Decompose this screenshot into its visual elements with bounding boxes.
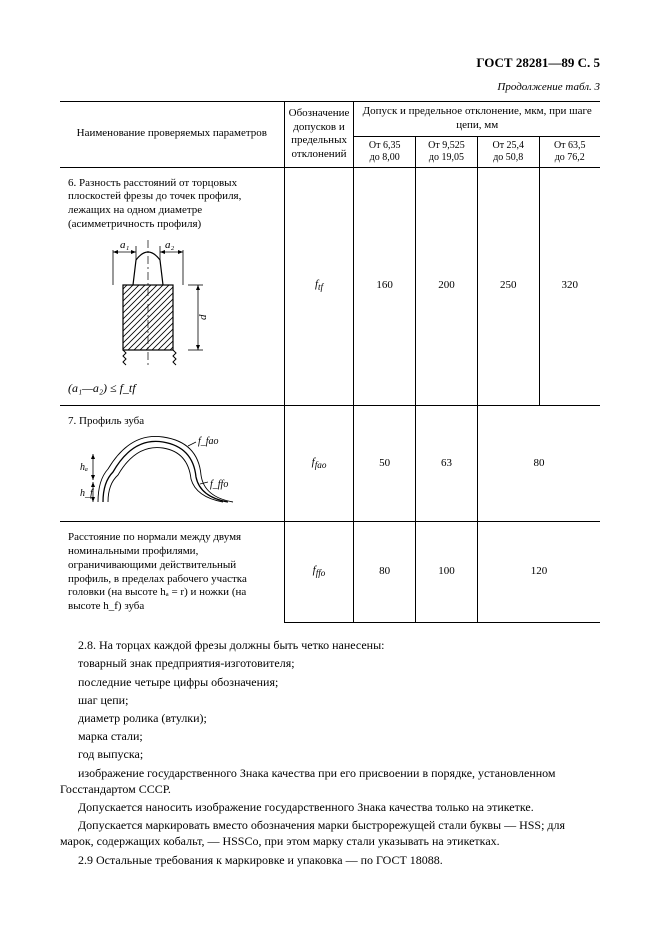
row6-v2: 200 <box>415 167 477 405</box>
svg-text:hₐ: hₐ <box>80 462 88 473</box>
row7b-symbol: fffo <box>284 522 354 623</box>
row7-title: 7. Профиль зуба <box>68 415 276 429</box>
tolerance-table: Наименование проверяемых параметров Обоз… <box>60 101 600 623</box>
row6-title: 6. Разность расстояний от торцовых плоск… <box>68 177 276 232</box>
svg-text:a₁: a₁ <box>120 240 130 251</box>
row7b-v2: 100 <box>415 522 477 623</box>
svg-text:h_f: h_f <box>80 488 94 499</box>
row6-v1: 160 <box>354 167 415 405</box>
p-item: год выпуска; <box>60 746 600 762</box>
table-row: 7. Профиль зуба hₐ <box>60 405 600 522</box>
row6-v4: 320 <box>539 167 600 405</box>
p-item: марка стали; <box>60 728 600 744</box>
p-note: Допускается наносить изображение государ… <box>60 799 600 815</box>
range-4: От 63,5до 76,2 <box>539 136 600 167</box>
row7b-v34: 120 <box>478 522 600 623</box>
row7b-v1: 80 <box>354 522 415 623</box>
row7a-v34: 80 <box>478 405 600 522</box>
col-header-param: Наименование проверяемых параметров <box>60 102 284 168</box>
page-header: ГОСТ 28281—89 С. 5 <box>60 55 600 71</box>
range-1: От 6,35до 8,00 <box>354 136 415 167</box>
range-3: От 25,4до 50,8 <box>478 136 539 167</box>
p-item: шаг цепи; <box>60 692 600 708</box>
col-header-tolerance: Допуск и предельное отклонение, мкм, при… <box>354 102 600 137</box>
svg-text:f_fao: f_fao <box>198 436 219 447</box>
row7-desc: Расстояние по нормали между двумя номина… <box>64 525 280 620</box>
row7a-v2: 63 <box>415 405 477 522</box>
tooth-profile-diagram-icon: hₐ h_f f_fao f_ffo <box>78 432 248 512</box>
p-item: диаметр ролика (втулки); <box>60 710 600 726</box>
svg-text:f_ffo: f_ffo <box>210 479 228 490</box>
table-row: 6. Разность расстояний от торцовых плоск… <box>60 167 600 405</box>
p-item: товарный знак предприятия-изготовителя; <box>60 655 600 671</box>
svg-text:a₂: a₂ <box>165 240 175 251</box>
range-2: От 9,525до 19,05 <box>415 136 477 167</box>
row6-v3: 250 <box>478 167 539 405</box>
body-text: 2.8. На торцах каждой фрезы должны быть … <box>60 637 600 867</box>
asymmetry-diagram-icon: a₁ a₂ d <box>88 240 218 375</box>
col-header-symbol: Обозначение допусков и предельных отклон… <box>284 102 354 168</box>
p-2-9: 2.9 Остальные требования к маркировке и … <box>60 852 600 868</box>
row7a-symbol: ffao <box>284 405 354 522</box>
p-note: Допускается маркировать вместо обозначен… <box>60 817 600 849</box>
p-item: изображение государственного Знака качес… <box>60 765 600 797</box>
row6-symbol: ftf <box>284 167 354 405</box>
row6-formula: (a₁—a₂) ≤ f_tf <box>68 381 276 396</box>
svg-text:d: d <box>197 314 209 320</box>
p-2-8: 2.8. На торцах каждой фрезы должны быть … <box>60 637 600 653</box>
p-item: последние четыре цифры обозначения; <box>60 674 600 690</box>
row7a-v1: 50 <box>354 405 415 522</box>
table-continuation: Продолжение табл. 3 <box>60 81 600 95</box>
table-row: Расстояние по нормали между двумя номина… <box>60 522 600 623</box>
